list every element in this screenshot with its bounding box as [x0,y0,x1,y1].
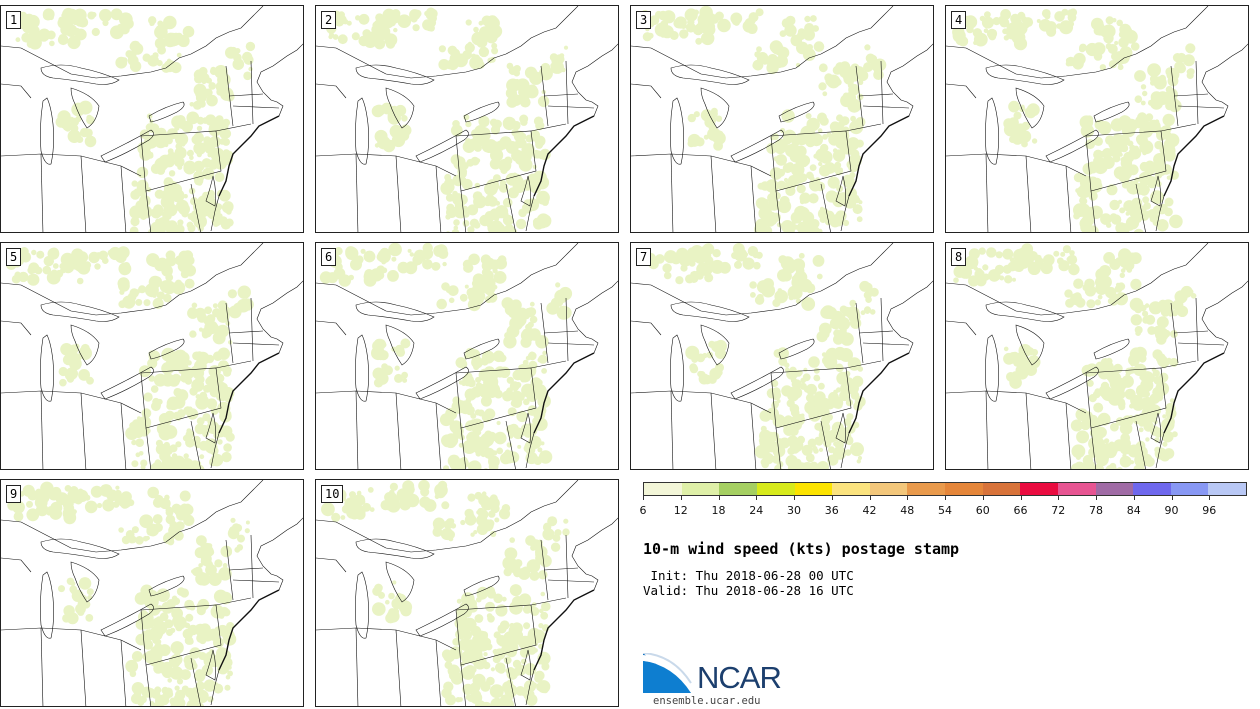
colorbar-tick-mark [794,496,795,500]
wind-speed-map [946,6,1248,232]
colorbar-segment [1170,483,1209,495]
colorbar-tick-mark [1171,496,1173,500]
colorbar-segment [756,483,795,495]
colorbar-tick-label: 36 [824,504,839,517]
wind-speed-map [631,6,933,232]
colorbar-tick-label: 30 [787,504,801,517]
wind-speed-map [946,243,1248,469]
valid-time: Valid: Thu 2018-06-28 16 UTC [643,583,854,598]
colorbar-tick-mark [945,496,946,500]
ensemble-member-map: 7 [630,242,934,470]
geographic-boundaries [946,243,1248,469]
colorbar-tick-label: 90 [1164,504,1179,517]
wind-shading-layer [321,480,570,706]
wind-speed-map [1,6,303,232]
member-number-label: 2 [321,11,337,29]
ncar-logo-icon [643,653,692,693]
colorbar-segment [945,483,983,495]
wind-speed-map [316,6,618,232]
ensemble-member-map: 5 [0,242,304,470]
colorbar-segment [1133,483,1171,495]
member-number-label: 8 [951,248,967,266]
colorbar-tick-label: 72 [1051,504,1066,517]
wind-shading-layer [6,246,254,469]
init-time: Init: Thu 2018-06-28 00 UTC [643,568,854,583]
colorbar-tick-mark [1133,496,1135,500]
ensemble-member-map: 10 [315,479,619,707]
ensemble-member-map: 2 [315,5,619,233]
colorbar-segment [907,483,945,495]
colorbar-tick-label: 66 [1013,504,1028,517]
wind-speed-map [1,480,303,706]
colorbar-tick-mark [907,496,909,500]
wind-speed-map [316,480,618,706]
colorbar-tick-mark [1096,496,1097,500]
colorbar-segment [1020,483,1058,495]
site-url: ensemble.ucar.edu [653,695,761,707]
wind-speed-colorbar [643,482,1247,496]
member-number-label: 5 [6,248,22,266]
wind-shading-layer [638,243,879,469]
colorbar-tick-mark [982,496,984,500]
colorbar-tick-label: 12 [673,504,688,517]
member-number-label: 10 [321,485,344,503]
wind-speed-map [1,243,303,469]
colorbar-tick-label: 96 [1202,504,1217,517]
colorbar-tick-mark [831,496,833,500]
member-number-label: 9 [6,485,22,503]
colorbar-segment [869,483,908,495]
colorbar-segment [644,483,682,495]
colorbar-tick-label: 54 [938,504,952,517]
colorbar-tick-mark [680,496,682,500]
colorbar-segment [1208,483,1246,495]
wind-shading-layer [326,7,569,232]
colorbar-tick-label: 84 [1126,504,1141,517]
colorbar-tick-label: 42 [862,504,877,517]
ensemble-member-map: 4 [945,5,1249,233]
colorbar-tick-mark [869,496,871,500]
colorbar-segment [1057,483,1096,495]
colorbar-segment [719,483,757,495]
ensemble-member-map: 1 [0,5,304,233]
wind-speed-map [316,243,618,469]
colorbar-tick-mark [1209,496,1211,500]
wind-shading-layer [7,481,250,706]
wind-shading-layer [15,7,256,232]
colorbar-tick-label: 60 [975,504,990,517]
ensemble-member-map: 6 [315,242,619,470]
wind-shading-layer [952,8,1196,232]
member-number-label: 7 [636,248,652,266]
colorbar-segment [832,483,870,495]
colorbar-tick-label: 18 [711,504,726,517]
ensemble-member-map: 3 [630,5,934,233]
member-number-label: 6 [321,248,337,266]
ensemble-member-map: 8 [945,242,1249,470]
member-number-label: 3 [636,11,652,29]
wind-shading-layer [640,6,887,232]
wind-shading-layer [319,243,573,469]
colorbar-tick-mark [1020,496,1022,500]
colorbar-tick-mark [1058,496,1060,500]
ensemble-member-map: 9 [0,479,304,707]
colorbar-tick-mark [756,496,758,500]
colorbar-tick-mark [643,496,644,500]
wind-speed-map [631,243,933,469]
member-number-label: 4 [951,11,967,29]
colorbar-tick-label: 48 [900,504,915,517]
chart-title: 10-m wind speed (kts) postage stamp [643,540,960,558]
colorbar-tick-label: 24 [749,504,764,517]
colorbar-tick-label: 78 [1089,504,1103,517]
colorbar-segment [794,483,833,495]
member-number-label: 1 [6,11,22,29]
colorbar-segment [681,483,720,495]
colorbar-tick-mark [718,496,720,500]
colorbar-segment [982,483,1021,495]
colorbar-tick-label: 6 [639,504,647,517]
colorbar-segment [1095,483,1134,495]
ncar-logo-text: NCAR [697,660,782,695]
